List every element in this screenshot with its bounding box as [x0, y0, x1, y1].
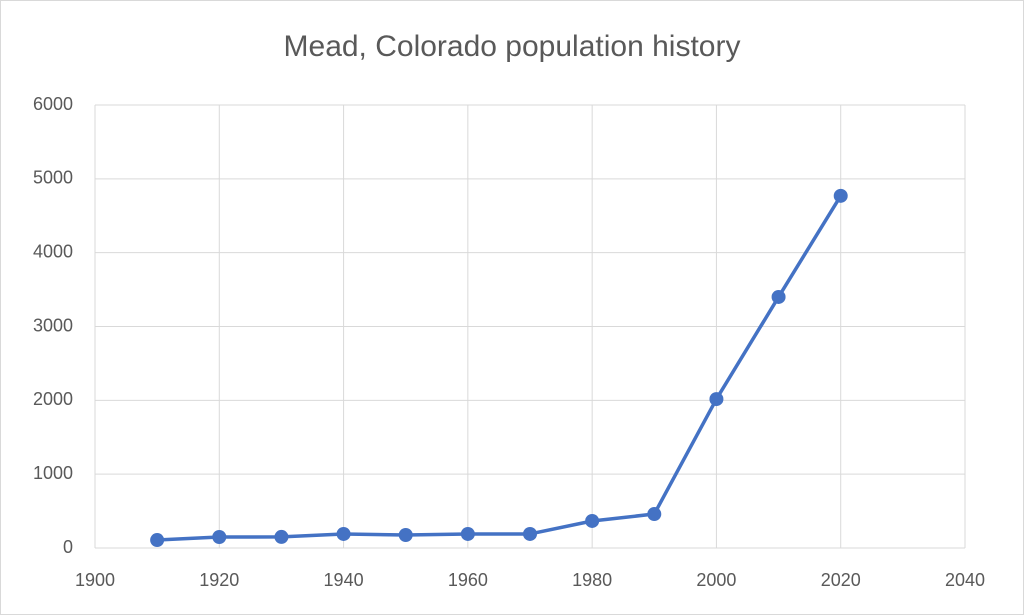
- chart-title: Mead, Colorado population history: [284, 30, 741, 63]
- data-point: [709, 392, 724, 407]
- data-point: [460, 526, 475, 541]
- x-tick-label: 2020: [821, 570, 861, 590]
- x-tick-label: 1900: [75, 570, 115, 590]
- data-point: [150, 533, 165, 548]
- x-tick-label: 1960: [448, 570, 488, 590]
- data-point: [523, 526, 537, 541]
- y-tick-label: 3000: [33, 315, 73, 335]
- data-point: [833, 188, 848, 203]
- y-tick-label: 6000: [33, 94, 73, 114]
- y-tick-label: 5000: [33, 168, 73, 188]
- data-point: [647, 507, 662, 522]
- series-line: [157, 194, 843, 542]
- x-tick-label: 2040: [945, 570, 985, 590]
- y-tick-label: 1000: [33, 463, 73, 483]
- data-point: [771, 289, 786, 304]
- data-point: [398, 528, 413, 543]
- y-tick-label: 4000: [33, 241, 73, 261]
- x-tick-label: 1920: [199, 570, 239, 590]
- y-tick-label: 2000: [33, 389, 73, 409]
- x-tick-label: 2000: [696, 570, 736, 590]
- data-point: [274, 529, 289, 544]
- y-tick-label: 0: [63, 537, 73, 557]
- x-tick-label: 1940: [324, 570, 364, 590]
- data-point: [212, 529, 227, 544]
- data-point: [336, 526, 351, 541]
- data-point: [585, 513, 600, 528]
- x-tick-label: 1980: [572, 570, 612, 590]
